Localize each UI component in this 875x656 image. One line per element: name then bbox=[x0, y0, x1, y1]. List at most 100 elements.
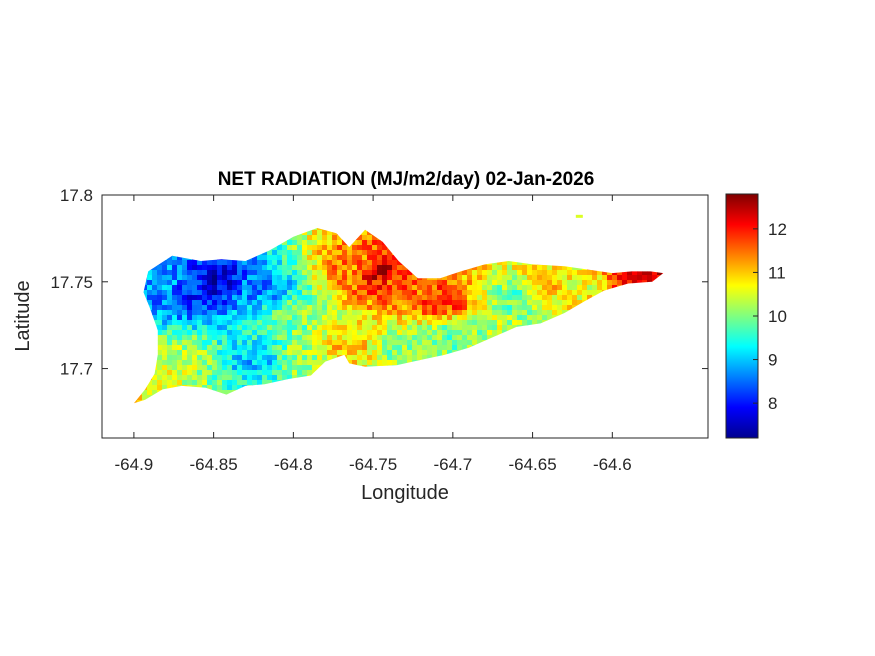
heatmap-cell bbox=[462, 245, 468, 251]
heatmap-cell bbox=[162, 245, 168, 251]
heatmap-cell bbox=[207, 255, 213, 261]
heatmap-cell bbox=[527, 405, 532, 410]
heatmap-cell bbox=[302, 315, 308, 321]
heatmap-cell bbox=[487, 240, 493, 246]
heatmap-cell bbox=[442, 290, 448, 296]
heatmap-cell bbox=[407, 275, 413, 281]
heatmap-cell bbox=[322, 335, 328, 341]
heatmap-cell bbox=[292, 380, 298, 386]
heatmap-cell bbox=[182, 365, 188, 371]
heatmap-cell bbox=[357, 405, 362, 410]
heatmap-cell bbox=[177, 265, 183, 271]
heatmap-cell bbox=[392, 290, 398, 296]
heatmap-cell bbox=[172, 235, 178, 241]
heatmap-cell bbox=[152, 365, 158, 371]
heatmap-cell bbox=[227, 275, 233, 281]
heatmap-cell bbox=[497, 355, 503, 361]
heatmap-cell bbox=[482, 405, 487, 410]
heatmap-cell bbox=[352, 370, 358, 376]
heatmap-cell bbox=[152, 400, 158, 404]
heatmap-cell bbox=[397, 355, 403, 361]
heatmap-cell bbox=[377, 290, 383, 296]
heatmap-cell bbox=[317, 340, 323, 346]
heatmap-cell bbox=[327, 315, 333, 321]
heatmap-cell bbox=[542, 390, 548, 396]
heatmap-cell bbox=[587, 280, 593, 286]
heatmap-cell bbox=[457, 250, 463, 256]
heatmap-cell bbox=[287, 228, 293, 231]
heatmap-cell bbox=[587, 360, 593, 366]
heatmap-cell bbox=[392, 355, 398, 361]
heatmap-cell bbox=[577, 230, 583, 236]
heatmap-cell bbox=[262, 370, 268, 376]
heatmap-cell bbox=[627, 275, 633, 281]
heatmap-cell bbox=[557, 255, 563, 261]
heatmap-cell bbox=[482, 375, 488, 381]
heatmap-cell bbox=[592, 310, 598, 316]
heatmap-cell bbox=[552, 265, 558, 271]
heatmap-cell bbox=[392, 405, 397, 410]
heatmap-cell bbox=[127, 400, 132, 405]
heatmap-cell bbox=[547, 310, 553, 316]
heatmap-cell bbox=[357, 345, 363, 351]
heatmap-cell bbox=[622, 330, 628, 336]
heatmap-cell bbox=[617, 250, 623, 256]
heatmap-cell bbox=[207, 285, 213, 291]
heatmap-cell bbox=[187, 340, 193, 346]
heatmap-cell bbox=[582, 340, 588, 346]
heatmap-cell bbox=[657, 360, 663, 366]
heatmap-cell bbox=[297, 365, 303, 371]
heatmap-cell bbox=[657, 365, 663, 371]
heatmap-cell bbox=[352, 385, 358, 391]
heatmap-cell bbox=[512, 310, 518, 316]
heatmap-cell bbox=[592, 400, 598, 404]
heatmap-cell bbox=[282, 230, 288, 236]
heatmap-cell bbox=[217, 315, 223, 321]
heatmap-cell bbox=[232, 325, 238, 331]
heatmap-cell bbox=[152, 220, 157, 225]
heatmap-cell bbox=[422, 280, 428, 286]
heatmap-cell bbox=[237, 265, 243, 271]
heatmap-cell bbox=[487, 395, 493, 401]
heatmap-cell bbox=[292, 250, 298, 256]
heatmap-cell bbox=[377, 335, 383, 341]
heatmap-cell bbox=[237, 250, 243, 256]
heatmap-cell bbox=[282, 228, 288, 231]
heatmap-cell bbox=[337, 255, 343, 261]
heatmap-cell bbox=[377, 325, 383, 331]
heatmap-cell bbox=[257, 275, 263, 281]
heatmap-cell bbox=[167, 350, 173, 356]
heatmap-cell bbox=[607, 370, 613, 376]
heatmap-cell bbox=[457, 400, 463, 404]
heatmap-cell bbox=[617, 305, 623, 311]
heatmap-cell bbox=[527, 390, 533, 396]
heatmap-cell bbox=[297, 270, 303, 276]
heatmap-cell bbox=[492, 405, 497, 410]
heatmap-cell bbox=[567, 285, 573, 291]
heatmap-cell bbox=[277, 320, 283, 326]
heatmap-cell bbox=[632, 310, 638, 316]
heatmap-cell bbox=[497, 245, 503, 251]
heatmap-cell bbox=[607, 265, 613, 271]
heatmap-cell bbox=[227, 280, 233, 286]
heatmap-cell bbox=[557, 270, 563, 276]
heatmap-cell bbox=[547, 385, 553, 391]
heatmap-cell bbox=[217, 270, 223, 276]
heatmap-cell bbox=[152, 228, 158, 231]
heatmap-cell bbox=[357, 325, 363, 331]
heatmap-cell bbox=[617, 300, 623, 306]
heatmap-cell bbox=[287, 285, 293, 291]
heatmap-cell bbox=[367, 280, 373, 286]
heatmap-cell bbox=[562, 355, 568, 361]
heatmap-cell bbox=[577, 385, 583, 391]
heatmap-cell bbox=[617, 290, 623, 296]
heatmap-cell bbox=[272, 315, 278, 321]
heatmap-cell bbox=[597, 220, 602, 225]
heatmap-cell bbox=[137, 295, 143, 301]
heatmap-cell bbox=[652, 345, 658, 351]
heatmap-cell bbox=[287, 275, 293, 281]
heatmap-cell bbox=[252, 220, 257, 225]
heatmap-cell bbox=[377, 295, 383, 301]
heatmap-cell bbox=[487, 335, 493, 341]
heatmap-cell bbox=[247, 305, 253, 311]
